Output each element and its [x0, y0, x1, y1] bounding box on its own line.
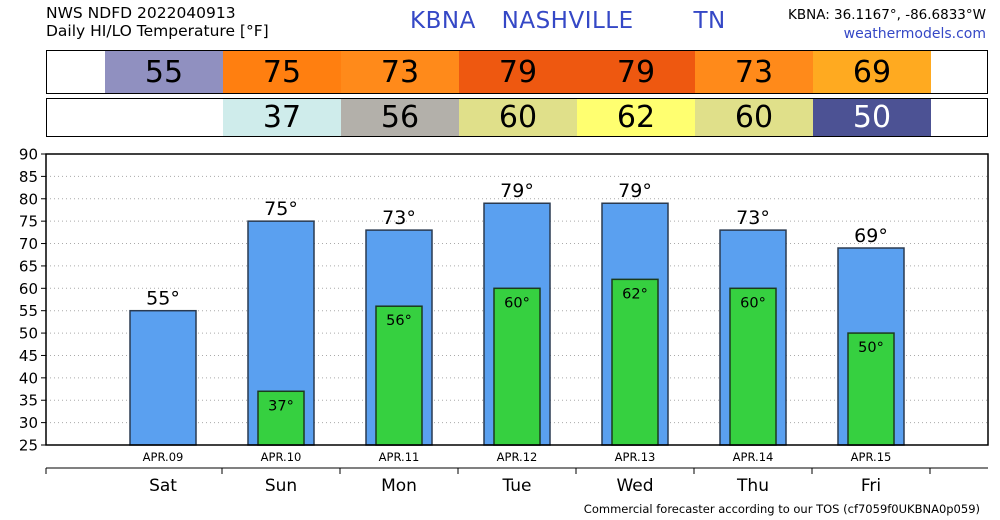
station-info: KBNA: 36.1167°, -86.6833°W weathermodels…: [788, 6, 986, 44]
hi-bar-label-wed: 79°: [618, 180, 652, 202]
lo-band-cell-5: 62: [577, 99, 695, 136]
title-block: NWS NDFD 2022040913 Daily HI/LO Temperat…: [46, 4, 269, 40]
footer-note: Commercial forecaster according to our T…: [583, 502, 980, 516]
product-title: NWS NDFD 2022040913: [46, 4, 236, 22]
y-tick-label-90: 90: [19, 146, 38, 164]
hi-bar-label-tue: 79°: [500, 180, 534, 202]
y-tick-label-50: 50: [19, 325, 38, 343]
y-tick-label-70: 70: [19, 235, 38, 253]
y-tick-label-25: 25: [19, 437, 38, 455]
lo-bar-tue: [493, 287, 541, 446]
plot-frame: [45, 153, 989, 446]
lo-bar-fri: [847, 332, 895, 446]
hi-band-cell-6: 73: [695, 51, 813, 93]
date-label-mon: APR.11: [379, 450, 420, 464]
y-tick-label-45: 45: [19, 347, 38, 365]
lo-bar-label-wed: 62°: [622, 286, 648, 302]
hi-bar-label-thu: 73°: [736, 207, 770, 229]
lo-bar-label-mon: 56°: [386, 313, 412, 329]
lo-bar-label-fri: 50°: [858, 340, 884, 356]
hi-band-cell-2: 75: [223, 51, 341, 93]
day-label-sun: Sun: [265, 476, 297, 496]
chart-title: Daily HI/LO Temperature [°F]: [46, 22, 269, 40]
lo-bar-wed: [611, 278, 659, 446]
hi-band-cell-3: 73: [341, 51, 459, 93]
date-label-thu: APR.14: [733, 450, 774, 464]
lo-band-cell-6: 60: [695, 99, 813, 136]
hi-band-cell-4: 79: [459, 51, 577, 93]
day-label-sat: Sat: [149, 476, 177, 496]
lo-temperature-band: 37 56 60 62 60 50: [46, 98, 988, 137]
lo-bar-mon: [375, 305, 423, 446]
hi-bar-label-sat: 55°: [146, 288, 180, 310]
lo-bar-label-tue: 60°: [504, 295, 530, 311]
day-label-thu: Thu: [736, 476, 769, 496]
hi-bar-label-sun: 75°: [264, 198, 298, 220]
day-label-fri: Fri: [861, 476, 881, 496]
y-tick-label-65: 65: [19, 257, 38, 275]
hi-band-cell-5: 79: [577, 51, 695, 93]
y-tick-label-75: 75: [19, 213, 38, 231]
hi-band-cell-7: 69: [813, 51, 931, 93]
date-label-sun: APR.10: [261, 450, 302, 464]
coordinates: KBNA: 36.1167°, -86.6833°W: [787, 7, 986, 23]
y-tick-label-60: 60: [19, 280, 38, 298]
lo-band-cell-4: 60: [459, 99, 577, 136]
y-tick-label-80: 80: [19, 190, 38, 208]
lo-bar-label-thu: 60°: [740, 295, 766, 311]
hi-temperature-band: 55 75 73 79 79 73 69: [46, 50, 988, 94]
state-code: TN: [693, 8, 726, 34]
date-label-fri: APR.15: [851, 450, 892, 464]
date-label-tue: APR.12: [497, 450, 538, 464]
lo-band-cell-3: 56: [341, 99, 459, 136]
y-tick-label-35: 35: [19, 392, 38, 410]
station-code: KBNA: [410, 8, 476, 34]
lo-bar-thu: [729, 287, 777, 446]
date-label-wed: APR.13: [615, 450, 656, 464]
y-tick-label-40: 40: [19, 369, 38, 387]
lo-band-cell-2: 37: [223, 99, 341, 136]
city-name: NASHVILLE: [501, 8, 634, 34]
y-tick-label-85: 85: [19, 168, 38, 186]
lo-band-cell-1: [105, 99, 223, 136]
hi-bar-label-mon: 73°: [382, 207, 416, 229]
lo-band-cell-7: 50: [813, 99, 931, 136]
hi-bar-label-fri: 69°: [854, 225, 888, 247]
website-link[interactable]: weathermodels.com: [843, 26, 986, 42]
day-label-wed: Wed: [616, 476, 653, 496]
date-label-sat: APR.09: [143, 450, 184, 464]
y-tick-label-30: 30: [19, 414, 38, 432]
day-label-mon: Mon: [381, 476, 417, 496]
hi-band-cell-1: 55: [105, 51, 223, 93]
location-title: KBNA NASHVILLE TN: [410, 8, 726, 34]
hi-bar-sat: [129, 309, 197, 446]
day-label-tue: Tue: [501, 476, 531, 496]
lo-bar-label-sun: 37°: [268, 398, 294, 414]
y-tick-label-55: 55: [19, 302, 38, 320]
